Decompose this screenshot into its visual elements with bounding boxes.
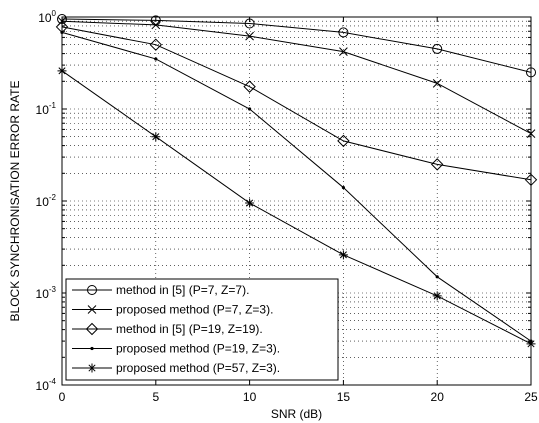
y-tick-label: 10-1 xyxy=(36,101,57,117)
y-tick-label: 10-4 xyxy=(36,377,57,393)
data-point xyxy=(245,198,255,208)
series-line xyxy=(61,18,532,73)
data-point xyxy=(151,132,161,142)
legend-label: method in [5] (P=7, Z=7). xyxy=(116,283,249,297)
data-point xyxy=(430,158,444,171)
legend-label: proposed method (P=7, Z=3). xyxy=(116,303,273,317)
data-point xyxy=(524,173,538,187)
data-point xyxy=(341,185,345,190)
x-tick-label: 5 xyxy=(152,390,159,404)
data-point xyxy=(245,31,254,41)
data-point xyxy=(60,30,64,35)
series-5 xyxy=(57,66,536,349)
data-point xyxy=(526,129,536,138)
data-point xyxy=(149,38,163,51)
data-point xyxy=(154,57,158,61)
legend-label: method in [5] (P=19, Z=19). xyxy=(116,322,263,336)
legend-label: proposed method (P=57, Z=3). xyxy=(116,361,280,375)
axes: 0 5 10 15 20 25 100 10-1 10-2 10-3 10-4 xyxy=(36,9,538,404)
data-point xyxy=(432,291,442,301)
series-3 xyxy=(55,20,538,187)
data-point xyxy=(244,18,255,29)
legend-entry: method in [5] (P=7, Z=7). xyxy=(72,283,249,297)
data-point xyxy=(432,43,443,54)
legend-marker xyxy=(87,305,97,314)
legend-entry: method in [5] (P=19, Z=19). xyxy=(72,322,263,336)
legend-marker xyxy=(87,363,97,373)
legend-marker xyxy=(85,322,99,336)
data-point xyxy=(526,67,536,78)
legend-entry: proposed method (P=7, Z=3). xyxy=(72,303,273,317)
x-tick-label: 0 xyxy=(59,390,66,404)
data-point xyxy=(57,66,67,76)
data-point xyxy=(339,47,348,57)
x-axis-label: SNR (dB) xyxy=(271,407,322,421)
legend-label: proposed method (P=19, Z=3). xyxy=(116,342,280,356)
legend-entry: proposed method (P=19, Z=3). xyxy=(72,342,280,356)
legend-marker xyxy=(87,285,97,295)
series-line xyxy=(61,26,532,181)
y-tick-label: 10-3 xyxy=(36,285,57,301)
series-4 xyxy=(60,30,533,343)
series-2 xyxy=(57,16,536,138)
y-axis-label: BLOCK SYNCHRONISATION ERROR RATE xyxy=(8,81,22,322)
data-point xyxy=(526,339,536,349)
data-point xyxy=(435,275,439,279)
series-line xyxy=(61,20,532,135)
legend-marker xyxy=(90,346,94,351)
x-tick-label: 25 xyxy=(524,390,538,404)
series-layer xyxy=(55,14,538,349)
legend-entry: proposed method (P=57, Z=3). xyxy=(72,361,280,375)
data-point xyxy=(432,79,442,88)
x-tick-label: 15 xyxy=(337,390,351,404)
data-point xyxy=(338,250,348,260)
y-tick-label: 10-2 xyxy=(36,193,57,209)
data-point xyxy=(151,20,161,30)
data-point xyxy=(338,27,349,38)
x-tick-label: 10 xyxy=(243,390,257,404)
y-tick-label: 100 xyxy=(38,9,56,25)
data-point xyxy=(57,14,67,25)
legend: method in [5] (P=7, Z=7). proposed method… xyxy=(65,278,339,381)
x-tick-label: 20 xyxy=(431,390,445,404)
data-point xyxy=(248,107,252,111)
data-point xyxy=(243,80,256,93)
series-line xyxy=(61,70,532,345)
data-point xyxy=(337,134,350,148)
series-line xyxy=(61,31,532,342)
